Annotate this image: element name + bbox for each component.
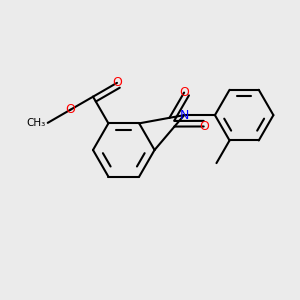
- Text: CH₃: CH₃: [27, 118, 46, 128]
- Text: O: O: [65, 103, 75, 116]
- Text: N: N: [179, 109, 189, 122]
- Text: O: O: [179, 86, 189, 99]
- Text: O: O: [112, 76, 122, 89]
- Text: O: O: [199, 120, 208, 133]
